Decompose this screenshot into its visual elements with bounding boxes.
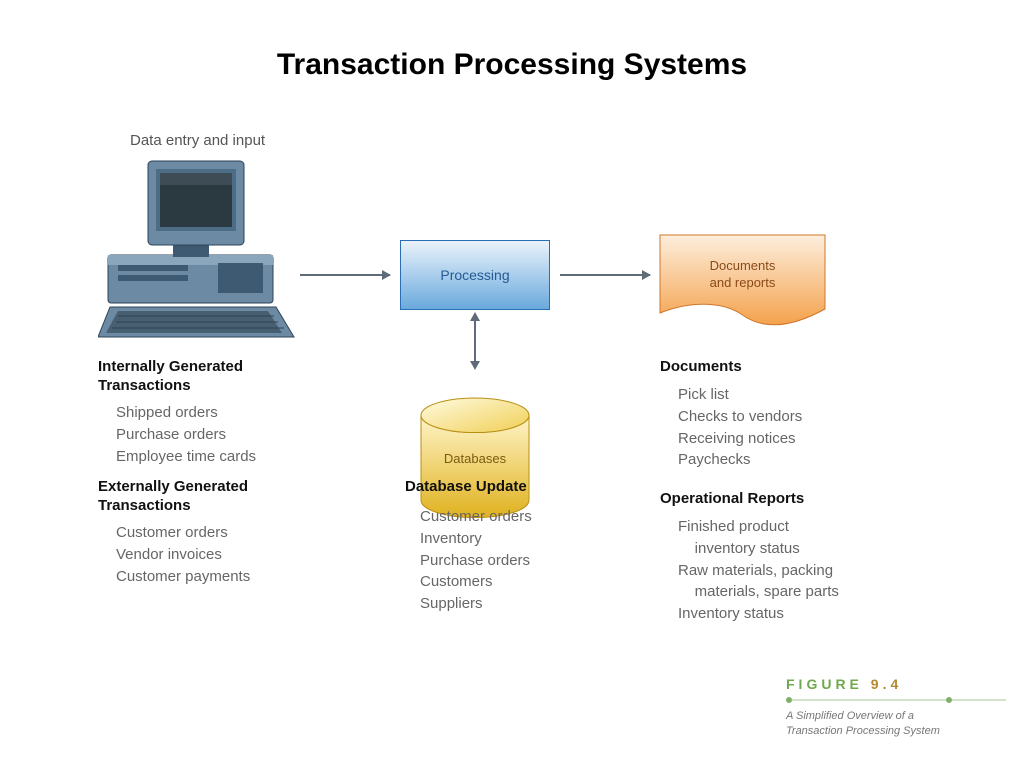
list-item: Customer payments: [116, 566, 250, 588]
documents-shape: Documents and reports: [660, 235, 825, 315]
list-item: Pick list: [678, 384, 802, 406]
list-item: Purchase orders: [420, 550, 532, 572]
list-external-transactions: Customer ordersVendor invoicesCustomer p…: [116, 522, 250, 587]
list-item: Customer orders: [420, 506, 532, 528]
list-item: inventory status: [678, 538, 839, 560]
processing-label: Processing: [440, 267, 509, 283]
list-item: Customer orders: [116, 522, 250, 544]
heading-external-transactions: Externally GeneratedTransactions: [98, 478, 248, 516]
documents-label: Documents and reports: [660, 258, 825, 292]
list-item: Finished product: [678, 516, 839, 538]
list-item: Inventory: [420, 528, 532, 550]
list-item: Inventory status: [678, 603, 839, 625]
list-database-update: Customer ordersInventoryPurchase ordersC…: [420, 506, 532, 615]
heading-internal-transactions: Internally GeneratedTransactions: [98, 358, 243, 396]
list-item: Purchase orders: [116, 424, 256, 446]
list-item: Suppliers: [420, 593, 532, 615]
list-item: materials, spare parts: [678, 581, 839, 603]
figure-divider: [786, 695, 1006, 705]
arrow-processing-database: [474, 320, 476, 362]
processing-box: Processing: [400, 240, 550, 310]
computer-icon: [98, 155, 298, 345]
diagram-stage: Transaction Processing Systems Data entr…: [0, 0, 1024, 768]
heading-database-update: Database Update: [405, 478, 527, 497]
figure-badge: FIGURE 9.4 A Simplified Overview of a Tr…: [786, 676, 1006, 738]
heading-documents: Documents: [660, 358, 742, 377]
heading-operational-reports: Operational Reports: [660, 490, 804, 509]
list-item: Customers: [420, 571, 532, 593]
arrow-processing-to-output: [560, 274, 650, 276]
input-top-label: Data entry and input: [130, 132, 265, 149]
list-item: Shipped orders: [116, 402, 256, 424]
list-item: Vendor invoices: [116, 544, 250, 566]
list-item: Employee time cards: [116, 446, 256, 468]
list-item: Raw materials, packing: [678, 560, 839, 582]
list-internal-transactions: Shipped ordersPurchase ordersEmployee ti…: [116, 402, 256, 467]
database-label: Databases: [421, 451, 529, 466]
list-operational-reports: Finished product inventory statusRaw mat…: [678, 516, 839, 625]
list-item: Paychecks: [678, 449, 802, 471]
list-item: Receiving notices: [678, 428, 802, 450]
page-title: Transaction Processing Systems: [0, 48, 1024, 82]
figure-caption: A Simplified Overview of a Transaction P…: [786, 709, 1006, 738]
list-item: Checks to vendors: [678, 406, 802, 428]
list-documents: Pick listChecks to vendorsReceiving noti…: [678, 384, 802, 471]
arrow-input-to-processing: [300, 274, 390, 276]
database-icon: Databases: [421, 398, 529, 518]
figure-label: FIGURE 9.4: [786, 676, 1006, 692]
